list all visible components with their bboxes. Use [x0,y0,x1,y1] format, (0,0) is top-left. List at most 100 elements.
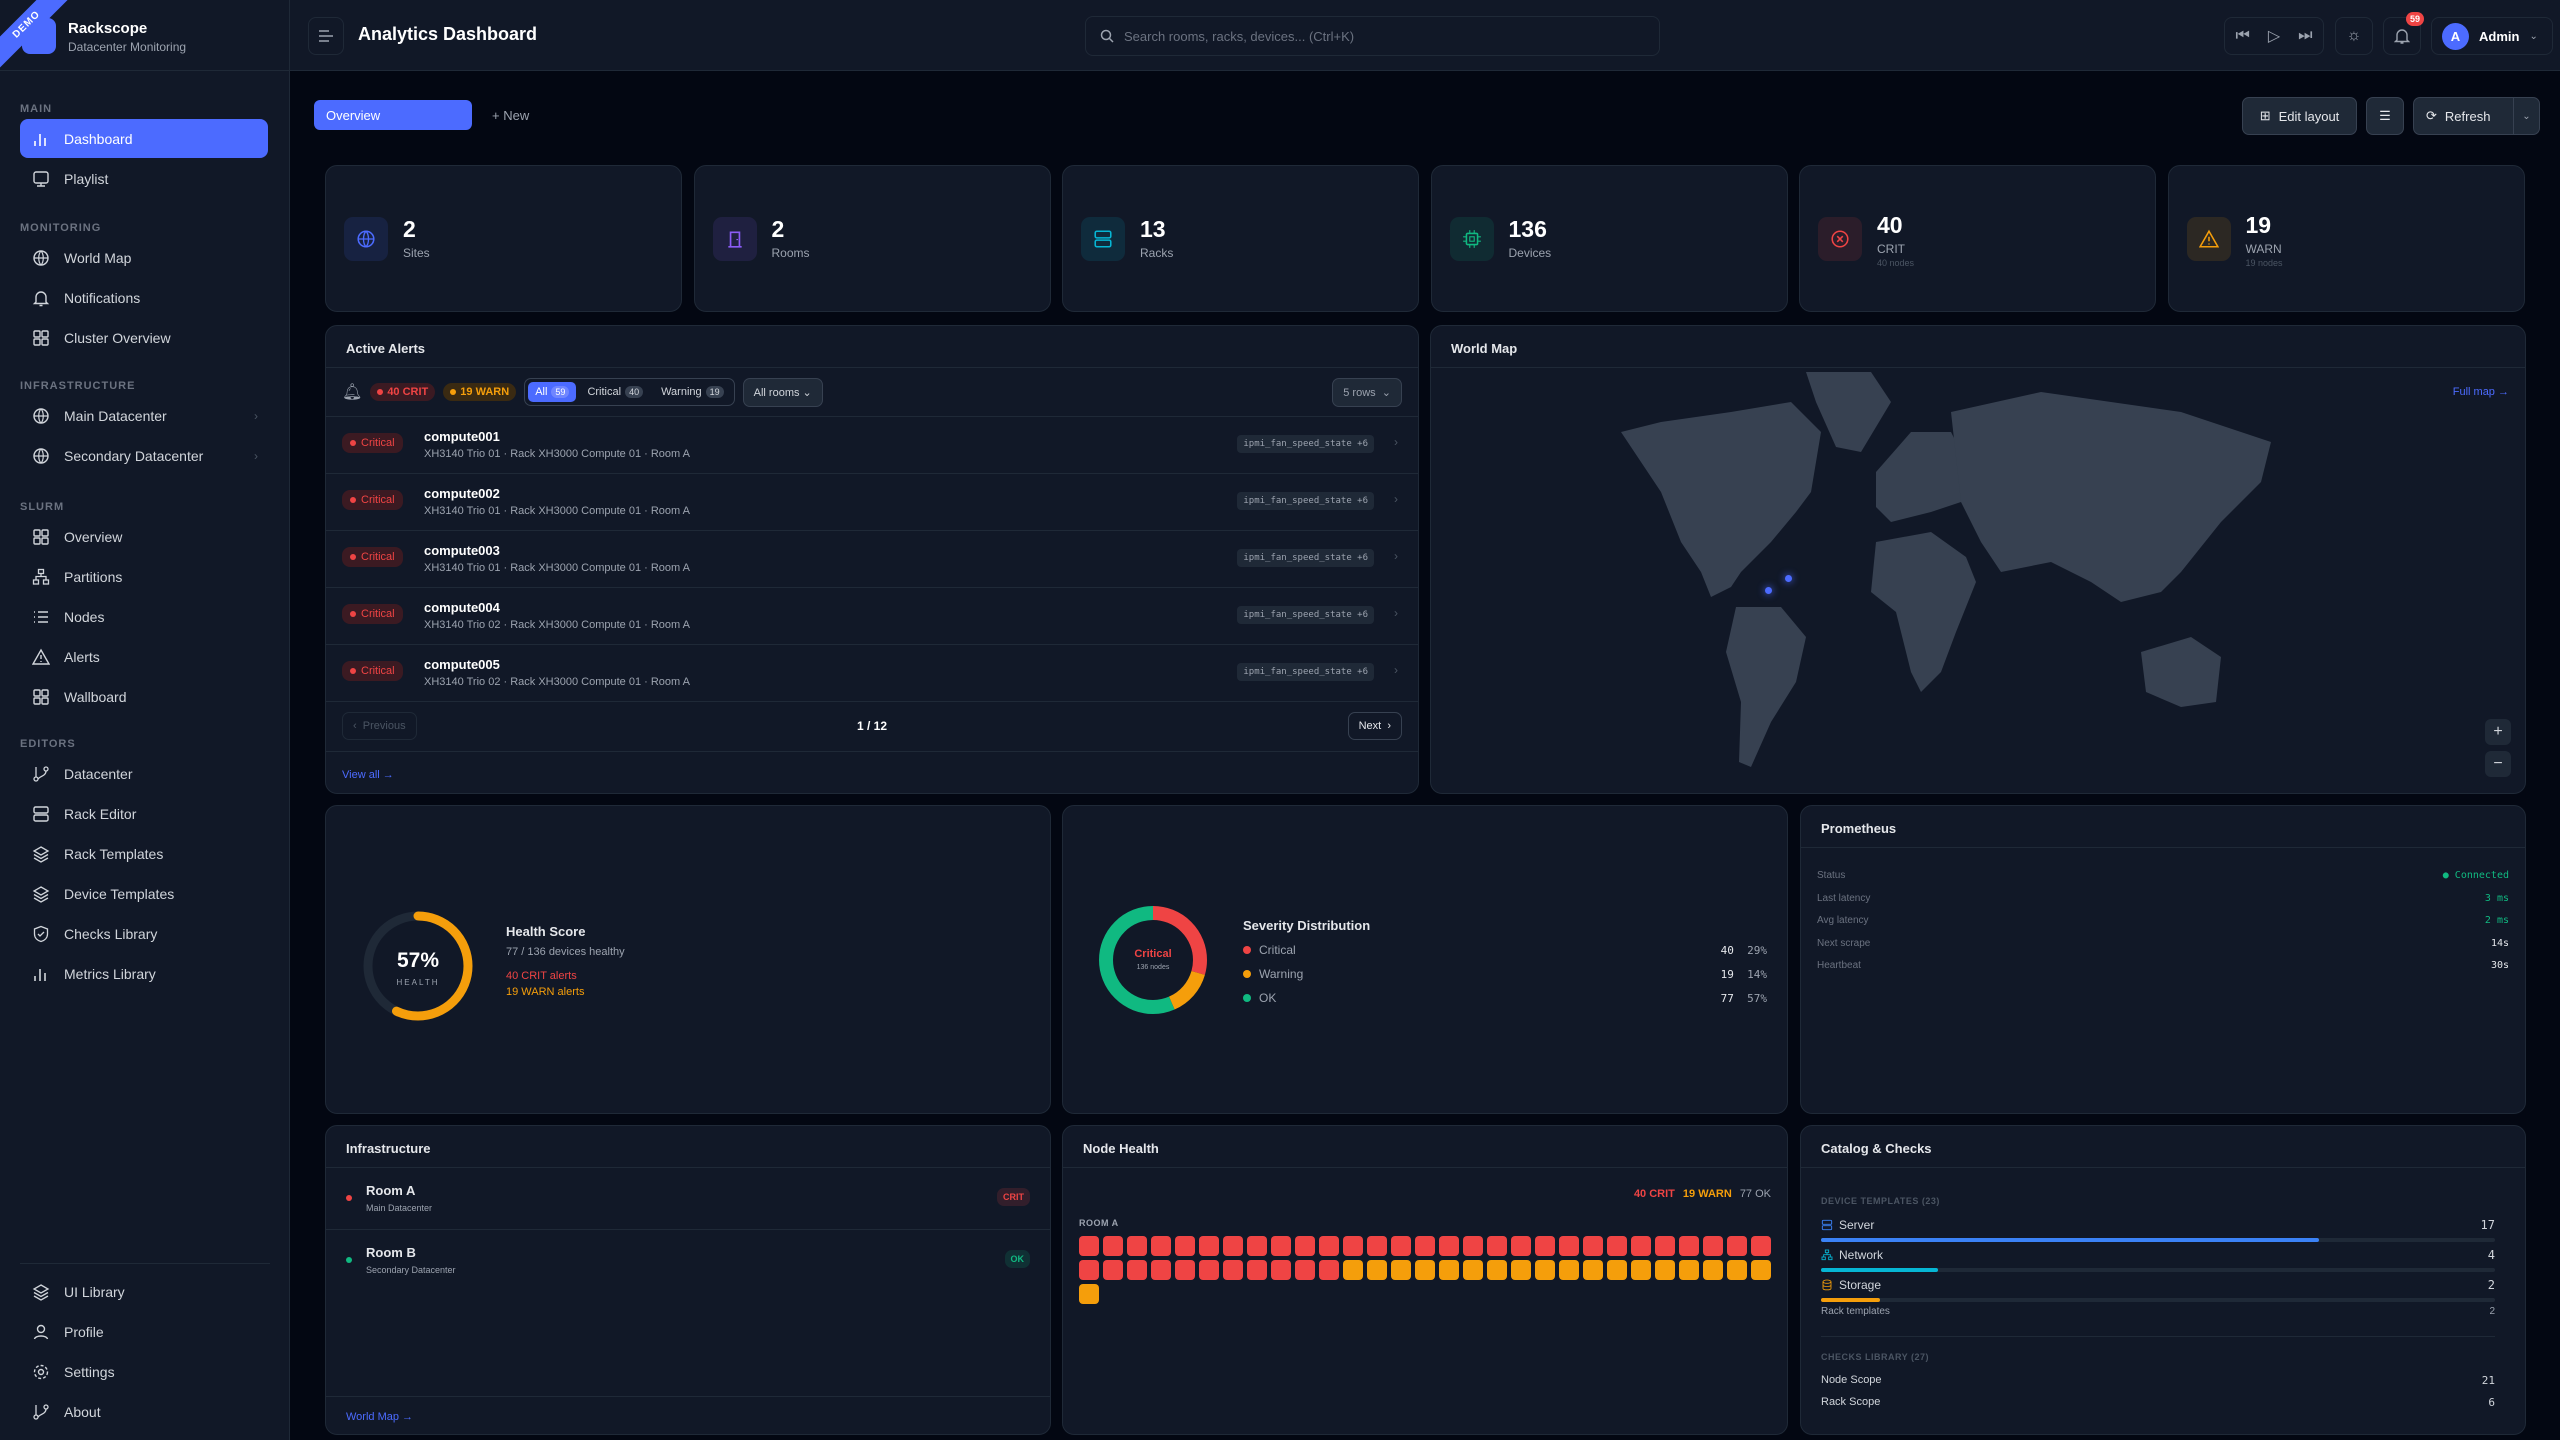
node-cell[interactable] [1199,1260,1219,1280]
node-cell[interactable] [1535,1236,1555,1256]
rows-select[interactable]: 5 rows ⌄ [1332,377,1402,407]
menu-toggle-button[interactable] [308,17,344,55]
node-cell[interactable] [1223,1236,1243,1256]
node-cell[interactable] [1703,1236,1723,1256]
node-cell[interactable] [1367,1236,1387,1256]
notifications-button[interactable]: 59 [2383,12,2424,55]
sidebar-item-ui-library[interactable]: UI Library [20,1272,268,1311]
node-cell[interactable] [1223,1260,1243,1280]
node-cell[interactable] [1391,1236,1411,1256]
alert-row[interactable]: Critical compute005 XH3140 Trio 02 · Rac… [326,644,1418,701]
room-select[interactable]: All rooms ⌄ [742,377,823,407]
node-cell[interactable] [1751,1260,1771,1280]
node-cell[interactable] [1703,1260,1723,1280]
sidebar-item-checks-library[interactable]: Checks Library [20,914,268,953]
node-cell[interactable] [1439,1260,1459,1280]
stat-card-warn[interactable]: 19 WARN 19 nodes [2167,165,2525,312]
node-cell[interactable] [1439,1236,1459,1256]
node-cell[interactable] [1727,1260,1747,1280]
node-cell[interactable] [1103,1260,1123,1280]
site-marker[interactable] [1785,575,1792,582]
alert-row[interactable]: Critical compute001 XH3140 Trio 01 · Rac… [326,416,1418,473]
sidebar-item-playlist[interactable]: Playlist [20,159,268,198]
node-cell[interactable] [1103,1236,1123,1256]
sidebar-item-nodes[interactable]: Nodes [20,597,268,636]
sidebar-item-main-datacenter[interactable]: Main Datacenter › [20,396,268,435]
node-cell[interactable] [1343,1236,1363,1256]
template-row-network[interactable]: Network 4 [1821,1248,2495,1272]
refresh-dropdown-chevron-icon[interactable]: ⌄ [2513,98,2539,134]
previous-button[interactable]: ‹ Previous [342,712,417,740]
check-row[interactable]: Rack Scope 6 [1821,1396,2495,1409]
tab-overview[interactable]: Overview [314,100,472,130]
node-cell[interactable] [1631,1236,1651,1256]
sidebar-item-rack-editor[interactable]: Rack Editor [20,794,268,833]
skip-forward-icon[interactable]: ⏭ [2298,27,2313,44]
node-cell[interactable] [1559,1236,1579,1256]
sidebar-item-metrics-library[interactable]: Metrics Library [20,954,268,993]
node-cell[interactable] [1175,1260,1195,1280]
node-cell[interactable] [1247,1236,1267,1256]
view-all-link[interactable]: View all → [326,751,1418,793]
node-cell[interactable] [1463,1260,1483,1280]
node-cell[interactable] [1679,1260,1699,1280]
node-cell[interactable] [1079,1260,1099,1280]
node-cell[interactable] [1583,1236,1603,1256]
zoom-out-button[interactable]: − [2485,751,2511,777]
sidebar-item-datacenter[interactable]: Datacenter [20,754,268,793]
alert-row[interactable]: Critical compute002 XH3140 Trio 01 · Rac… [326,473,1418,530]
stat-card-devices[interactable]: 136 Devices [1430,165,1788,312]
node-cell[interactable] [1295,1236,1315,1256]
refresh-button[interactable]: ⟳ Refresh ⌄ [2413,97,2540,135]
sidebar-item-notifications[interactable]: Notifications [20,278,268,317]
node-cell[interactable] [1151,1236,1171,1256]
user-menu[interactable]: A Admin ⌄ [2431,17,2553,55]
alert-row[interactable]: Critical compute003 XH3140 Trio 01 · Rac… [326,530,1418,587]
node-cell[interactable] [1511,1236,1531,1256]
sidebar-item-secondary-datacenter[interactable]: Secondary Datacenter › [20,436,268,475]
node-cell[interactable] [1679,1236,1699,1256]
node-cell[interactable] [1319,1236,1339,1256]
node-cell[interactable] [1271,1236,1291,1256]
node-cell[interactable] [1751,1236,1771,1256]
sidebar-item-device-templates[interactable]: Device Templates [20,874,268,913]
stat-card-rooms[interactable]: 2 Rooms [693,165,1051,312]
node-cell[interactable] [1607,1260,1627,1280]
node-cell[interactable] [1295,1260,1315,1280]
filters-button[interactable]: ☰ [2366,97,2404,135]
room-row[interactable]: Room B Secondary Datacenter OK [326,1230,1050,1292]
sidebar-item-alerts[interactable]: Alerts [20,637,268,676]
next-button[interactable]: Next › [1347,712,1402,740]
node-cell[interactable] [1127,1260,1147,1280]
node-cell[interactable] [1367,1260,1387,1280]
node-cell[interactable] [1415,1236,1435,1256]
node-cell[interactable] [1487,1260,1507,1280]
template-row-server[interactable]: Server 17 [1821,1218,2495,1242]
check-row[interactable]: Node Scope 21 [1821,1374,2495,1387]
node-cell[interactable] [1079,1236,1099,1256]
node-cell[interactable] [1607,1236,1627,1256]
play-icon[interactable]: ▷ [2267,28,2281,45]
room-row[interactable]: Room A Main Datacenter CRIT [326,1168,1050,1230]
full-map-link[interactable]: Full map → [2452,386,2509,398]
sidebar-item-dashboard[interactable]: Dashboard [20,119,268,158]
node-cell[interactable] [1655,1236,1675,1256]
sidebar-item-profile[interactable]: Profile [20,1312,268,1351]
edit-layout-button[interactable]: ⊞ Edit layout [2242,97,2357,135]
node-cell[interactable] [1199,1236,1219,1256]
node-cell[interactable] [1463,1236,1483,1256]
theme-toggle-button[interactable]: ☼ [2335,17,2373,55]
node-cell[interactable] [1271,1260,1291,1280]
alert-row[interactable]: Critical compute004 XH3140 Trio 02 · Rac… [326,587,1418,644]
node-cell[interactable] [1631,1260,1651,1280]
filter-all[interactable]: All 59 [528,382,577,402]
node-cell[interactable] [1343,1260,1363,1280]
sidebar-item-partitions[interactable]: Partitions [20,557,268,596]
sidebar-item-overview[interactable]: Overview [20,517,268,556]
stat-card-crit[interactable]: 40 CRIT 40 nodes [1799,165,2156,312]
node-cell[interactable] [1655,1260,1675,1280]
node-cell[interactable] [1127,1236,1147,1256]
sidebar-item-wallboard[interactable]: Wallboard [20,677,268,716]
sidebar-item-about[interactable]: About [20,1392,268,1431]
site-marker[interactable] [1765,587,1772,594]
